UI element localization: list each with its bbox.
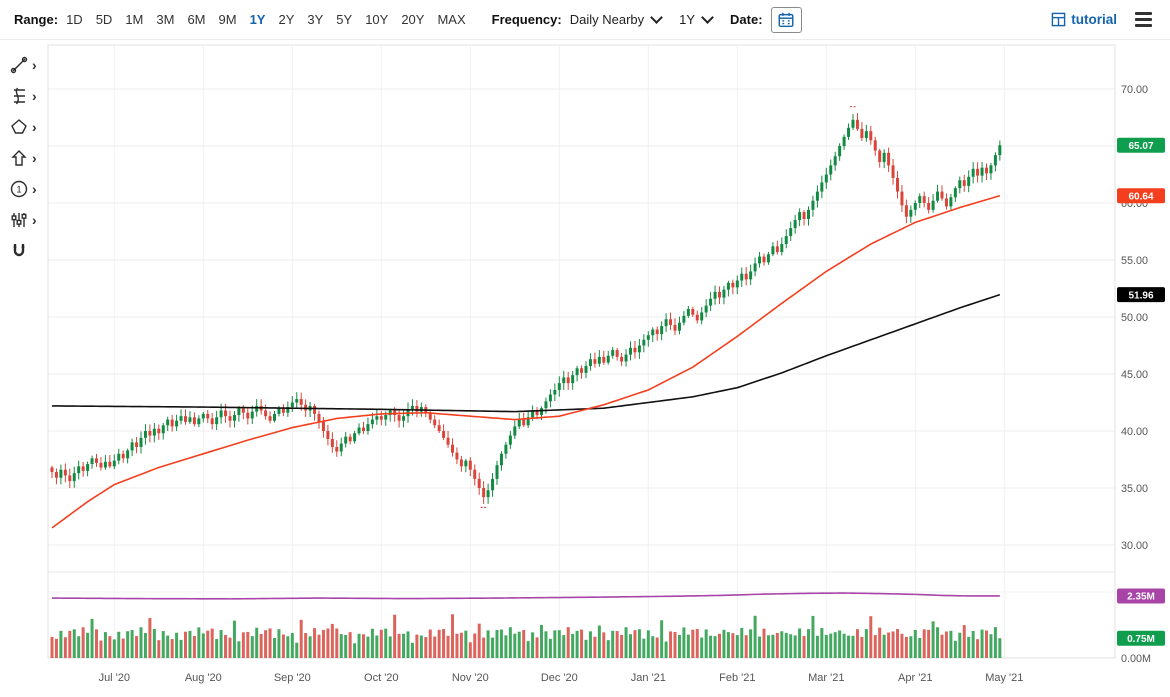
drawing-toolbar: › › › › 1 › › xyxy=(0,54,55,262)
studies-tool[interactable]: › xyxy=(9,209,55,231)
x-axis-label: Jan '21 xyxy=(631,672,666,684)
volume-badge-label: 0.75M xyxy=(1127,634,1155,645)
frequency-dropdown[interactable]: Daily Nearby xyxy=(569,11,664,27)
chevron-right-icon: › xyxy=(32,119,37,135)
price-tick-label: 45.00 xyxy=(1121,369,1148,381)
sliders-icon xyxy=(11,213,27,227)
x-axis-label: Dec '20 xyxy=(541,672,578,684)
range-selector: 1D 5D 1M 3M 6M 9M 1Y 2Y 3Y 5Y 10Y 20Y MAX xyxy=(66,12,466,27)
range-option-1m[interactable]: 1M xyxy=(125,12,144,27)
arrow-up-icon xyxy=(11,150,27,166)
chevron-down-icon xyxy=(701,11,714,24)
chevron-right-icon: › xyxy=(32,57,37,73)
frequency-label: Frequency: xyxy=(491,12,562,27)
svg-text:1: 1 xyxy=(16,184,21,195)
candlesticks xyxy=(50,113,1002,504)
chevron-down-icon xyxy=(650,11,664,24)
price-chart[interactable]: Jul '20 Aug '20 Sep '20 Oct '20 Nov '20 Dec '… xyxy=(0,40,1170,692)
shapes-icon xyxy=(11,119,27,134)
volume-tick-label: 0.00M xyxy=(1121,653,1151,665)
range-label: Range: xyxy=(14,12,59,27)
x-axis-label: Sep '20 xyxy=(274,672,311,684)
ma-fast-line xyxy=(51,194,1001,529)
price-tick-label: 55.00 xyxy=(1121,255,1148,267)
volume-badge xyxy=(1117,630,1165,646)
range-option-1y[interactable]: 1Y xyxy=(249,12,266,27)
range-option-6m[interactable]: 6M xyxy=(187,12,206,27)
open-interest-badge-label: 2.35M xyxy=(1127,592,1155,603)
range-option-5y[interactable]: 5Y xyxy=(336,12,353,27)
last-price-badge-label: 65.07 xyxy=(1128,141,1153,152)
circled-one-icon: 1 xyxy=(10,180,28,198)
trendline-icon xyxy=(10,56,28,74)
axis-labels: Jul '20 Aug '20 Sep '20 Oct '20 Nov '20 Dec '… xyxy=(99,84,1151,684)
price-tick-label: 50.00 xyxy=(1121,312,1148,324)
chevron-right-icon: › xyxy=(32,150,37,166)
range-option-2y[interactable]: 2Y xyxy=(278,12,295,27)
period-dropdown[interactable]: 1Y xyxy=(679,11,714,27)
x-axis-label: Oct '20 xyxy=(364,672,399,684)
volume-bars xyxy=(50,614,1002,658)
range-option-3y[interactable]: 3Y xyxy=(307,12,324,27)
last-price-badge xyxy=(1117,137,1165,153)
hamburger-icon xyxy=(1135,12,1152,27)
open-interest-badge xyxy=(1117,588,1165,604)
chart-toolbar: Range: 1D 5D 1M 3M 6M 9M 1Y 2Y 3Y 5Y 10Y 20Y MAX Fre… xyxy=(0,0,1170,40)
axis-badges: 65.07 60.64 51.96 2.35M 0.75M xyxy=(1117,137,1165,646)
range-option-5d[interactable]: 5D xyxy=(95,12,113,27)
price-tick-label: 40.00 xyxy=(1121,426,1148,438)
tutorial-label: tutorial xyxy=(1071,12,1117,27)
magnet-icon xyxy=(13,244,25,257)
tutorial-link[interactable]: tutorial xyxy=(1051,12,1117,27)
chart-area: › › › › 1 › › Jul '20 Aug '20 Sep '20 Oct '20 Nov … xyxy=(0,40,1170,692)
open-interest-line xyxy=(51,592,1000,600)
arrow-annotation-tool[interactable]: › xyxy=(9,147,55,169)
x-axis-label: Jul '20 xyxy=(99,672,130,684)
period-value: 1Y xyxy=(679,12,696,27)
range-option-max[interactable]: MAX xyxy=(437,12,466,27)
range-option-20y[interactable]: 20Y xyxy=(401,12,425,27)
ma-slow-badge xyxy=(1117,287,1165,303)
range-option-10y[interactable]: 10Y xyxy=(365,12,389,27)
date-label: Date: xyxy=(730,12,763,27)
x-axis-label: Mar '21 xyxy=(808,672,844,684)
price-tick-label: 70.00 xyxy=(1121,84,1148,96)
x-axis-label: Aug '20 xyxy=(185,672,222,684)
date-picker-button[interactable] xyxy=(770,6,802,33)
frequency-value: Daily Nearby xyxy=(569,12,645,27)
x-axis-label: Apr '21 xyxy=(898,672,933,684)
x-axis-label: May '21 xyxy=(985,672,1023,684)
ma-fast-badge-label: 60.64 xyxy=(1128,191,1153,202)
tutorial-grid-icon xyxy=(1051,12,1066,27)
fibonacci-icon xyxy=(14,87,25,105)
chevron-right-icon: › xyxy=(32,88,37,104)
shapes-tool[interactable]: › xyxy=(9,116,55,138)
ma-slow-badge-label: 51.96 xyxy=(1128,290,1153,301)
range-option-9m[interactable]: 9M xyxy=(218,12,237,27)
fibonacci-tool[interactable]: › xyxy=(9,85,55,107)
ma-slow-line xyxy=(51,293,1001,413)
chevron-right-icon: › xyxy=(32,181,37,197)
magnet-tool[interactable] xyxy=(9,240,55,262)
menu-button[interactable] xyxy=(1131,5,1156,34)
trendline-tool[interactable]: › xyxy=(9,54,55,76)
x-axis-label: Nov '20 xyxy=(452,672,489,684)
chevron-right-icon: › xyxy=(32,212,37,228)
x-axis-label: Feb '21 xyxy=(719,672,755,684)
range-option-3m[interactable]: 3M xyxy=(156,12,175,27)
range-option-1d[interactable]: 1D xyxy=(66,12,83,27)
grid-lines xyxy=(47,44,1116,659)
ma-fast-badge xyxy=(1117,188,1165,204)
calendar-icon xyxy=(778,12,794,27)
number-annotation-tool[interactable]: 1 › xyxy=(9,178,55,200)
price-tick-label: 35.00 xyxy=(1121,483,1148,495)
price-tick-label: 30.00 xyxy=(1121,540,1148,552)
